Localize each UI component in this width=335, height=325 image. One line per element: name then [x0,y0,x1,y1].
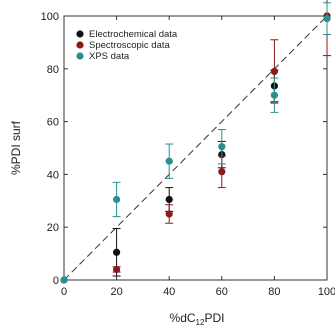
plot-frame [63,15,328,281]
x-axis-title: %dC12PDI [170,311,225,325]
plot-area: 0 20 40 60 80 100 0 20 40 60 80 100 [41,0,335,298]
x-tick-label: 20 [110,286,122,298]
x-tick-label: 40 [163,286,175,298]
x-axis-title-subscript: 12 [196,318,205,325]
y-tick-label: 100 [41,11,59,23]
reference-line [63,15,328,281]
y-axis-title: %PDI surf [9,120,23,175]
legend-label: Spectroscopic data [89,40,171,51]
data-point [165,195,173,204]
data-point [218,168,226,176]
legend-marker [76,30,84,38]
y-tick-label: 80 [47,64,59,76]
y-tick-label: 40 [47,169,59,181]
x-axis-title-main: %dC [170,311,196,325]
data-point [270,91,278,99]
data-point [165,157,173,165]
y-tick-label: 60 [47,117,59,129]
data-point [165,210,173,218]
data-point [113,248,121,256]
data-point [270,67,278,76]
data-point [113,195,121,204]
legend-label: XPS data [89,51,130,62]
legend-item: Spectroscopic data [76,40,171,51]
legend-label: Electrochemical data [89,29,178,40]
y-tick-label: 20 [47,222,59,234]
legend-marker [76,41,84,49]
y-tick-label: 0 [53,275,59,287]
x-tick-label: 80 [268,286,280,298]
x-tick-label: 100 [318,286,335,298]
legend-item: XPS data [76,51,130,62]
series-3 [60,2,331,284]
data-point [113,265,121,274]
data-point [218,143,226,151]
legend-item: Electrochemical data [76,29,178,40]
x-axis-title-tail: PDI [204,311,224,325]
data-point [323,15,331,23]
legend-marker [76,52,84,60]
x-tick-label: 60 [216,286,228,298]
x-tick-label: 0 [61,286,67,298]
data-point [60,276,68,284]
